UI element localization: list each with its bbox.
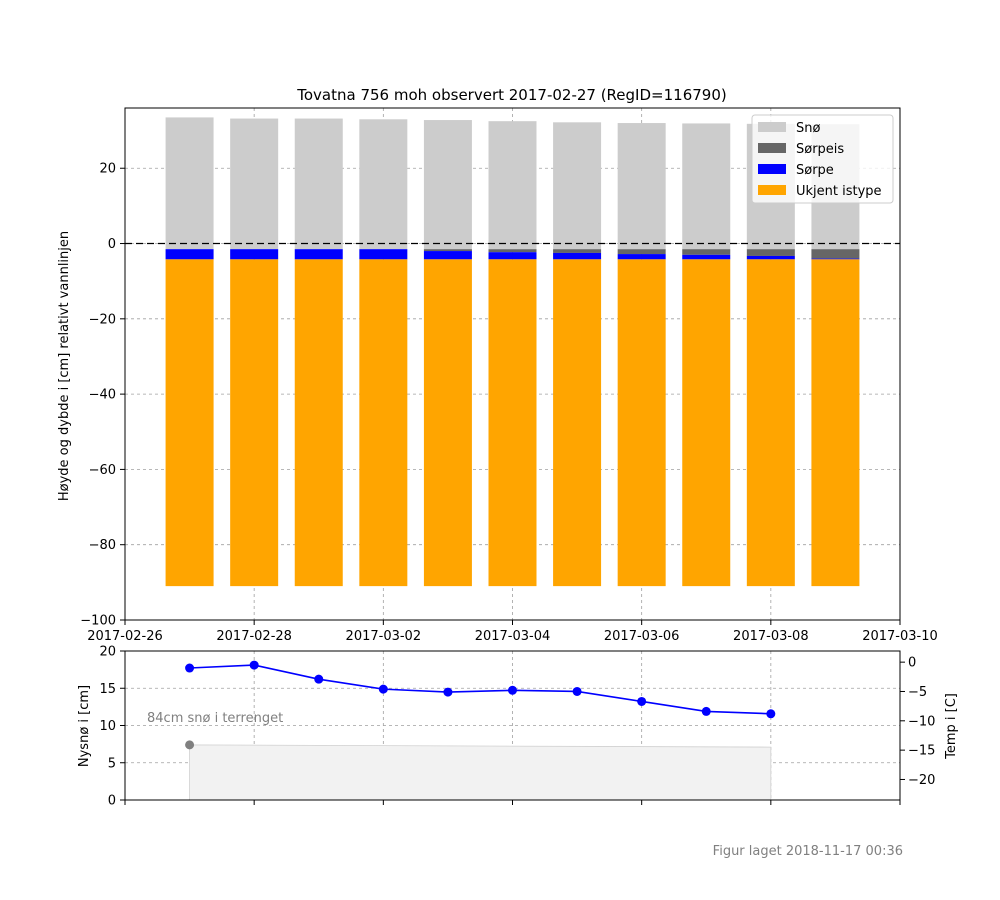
bar-segment [294,249,343,260]
bar-segment [617,249,666,255]
bottom-chart-ylabel: Nysnø i [cm] [77,685,92,767]
temperature-point [572,686,582,696]
bottom-ytick-label: 10 [99,719,116,734]
top-ytick-label: −40 [89,388,116,403]
bar-segment [359,259,408,587]
bar-segment [488,121,537,250]
bar-segment [746,255,795,260]
top-chart-legend: Snø Sørpeis Sørpe Ukjent istype [751,114,894,204]
bar-segment [294,259,343,587]
bar-segment [682,123,731,250]
bar-segment [682,259,731,587]
temperature-point [378,684,388,694]
top-xtick-label: 2017-03-08 [733,629,809,644]
bar-segment [423,259,472,587]
bar-segment [682,254,731,260]
top-xtick-label: 2017-03-04 [475,629,551,644]
bar-segment [811,258,860,260]
legend-label: Sørpeis [796,142,844,157]
top-xtick-label: 2017-02-28 [216,629,292,644]
temperature-point [249,660,259,670]
top-chart-ylabel: Høyde og dybde i [cm] relativt vannlinje… [57,231,72,501]
new-snow-point [185,740,195,750]
footer-timestamp: Figur laget 2018-11-17 00:36 [713,844,903,859]
top-ytick-label: 20 [99,162,116,177]
bar-segment [359,249,408,260]
bar-segment [746,259,795,587]
bar-segment [553,252,602,260]
bar-segment [746,249,795,256]
bottom-ytick-label: 20 [99,645,116,660]
bar-segment [553,122,602,250]
temperature-point [443,687,453,697]
legend-swatch [758,143,786,153]
bar-segment [423,251,472,260]
top-xtick-label: 2017-03-06 [604,629,680,644]
temperature-line [189,664,771,715]
top-xtick-label: 2017-03-10 [862,629,938,644]
bar-segment [811,259,860,587]
temperature-point [185,663,195,673]
snow-depth-annotation: 84cm snø i terrenget [147,711,283,726]
top-ytick-label: 0 [108,237,116,252]
bar-segment [230,259,279,587]
legend-swatch [758,185,786,195]
bottom-ytick-label: 0 [108,794,116,809]
legend-label: Ukjent istype [796,184,882,199]
top-xtick-label: 2017-03-02 [346,629,422,644]
bar-segment [230,118,279,250]
legend-swatch [758,122,786,132]
bar-segment [488,249,537,253]
top-ytick-label: −60 [89,463,116,478]
bar-segment [488,259,537,587]
bar-segment [359,119,408,250]
legend-label: Sørpe [796,163,834,178]
temperature-point [637,696,647,706]
temperature-point [508,685,517,695]
top-ytick-label: −80 [89,538,116,553]
bar-segment [553,249,602,253]
legend-label: Snø [796,121,820,136]
bar-segment [811,249,860,259]
bar-segment [165,259,214,587]
bar-segment [423,120,472,250]
top-ytick-label: −100 [80,614,116,629]
bar-segment [617,123,666,250]
bottom-ytick-right-label: −5 [908,685,927,700]
bar-segment [553,259,602,587]
bottom-ytick-label: 15 [99,682,116,697]
bar-segment [617,254,666,260]
top-chart-axes: −100 −80 −60 −40 −20 0 20 2017-02-26 2017-02-28 2… [80,107,938,644]
temperature-point [314,674,324,684]
bottom-chart-axes: 0 5 10 15 20 0 −5 −10 −15 −20 [99,645,935,809]
bar-segment [423,249,472,252]
bar-segment [165,117,214,250]
bottom-ytick-right-label: −20 [908,773,935,788]
bottom-chart-data [185,660,776,801]
bar-segment [488,252,537,260]
bottom-ytick-right-label: −10 [908,714,935,729]
bar-segment [682,249,731,255]
legend-swatch [758,164,786,174]
top-chart-title: Tovatna 756 moh observert 2017-02-27 (Re… [296,86,726,104]
bar-segment [165,249,214,260]
bar-segment [230,249,279,260]
snow-depth-area [189,744,772,801]
bottom-ytick-right-label: 0 [908,656,916,671]
bottom-ytick-label: 5 [108,756,116,771]
temperature-point [701,706,711,716]
top-ytick-label: −20 [89,312,116,327]
legend-box [751,114,894,204]
bar-segment [617,259,666,587]
top-xtick-label: 2017-02-26 [87,629,163,644]
bottom-ytick-right-label: −15 [908,744,935,759]
temperature-point [766,709,776,719]
bottom-chart-ylabel-right: Temp i [C] [944,693,959,760]
bar-segment [294,118,343,250]
